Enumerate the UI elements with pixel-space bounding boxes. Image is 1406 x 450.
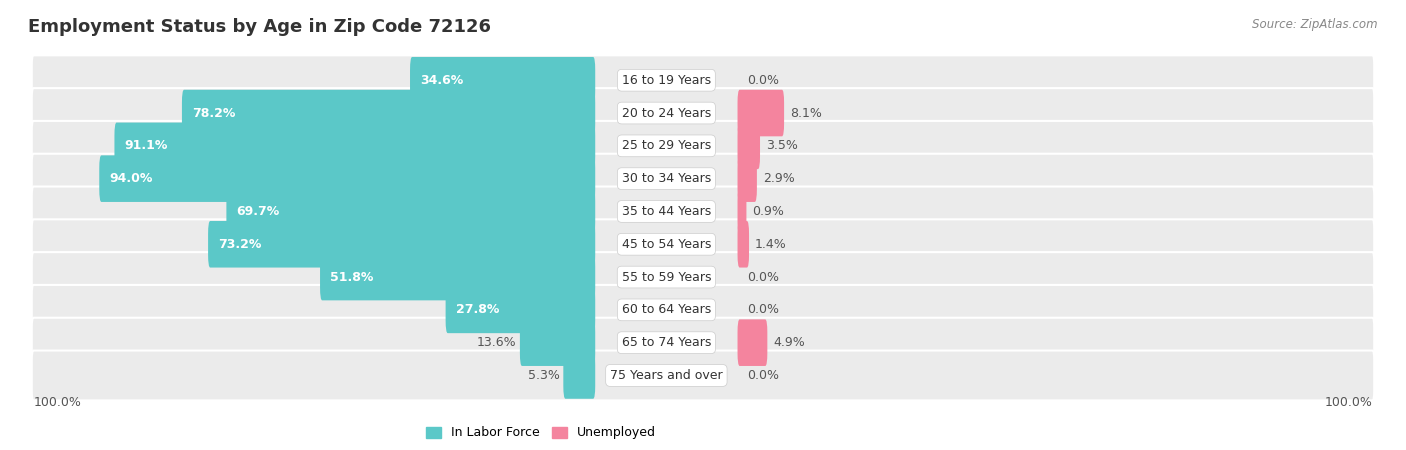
Text: Employment Status by Age in Zip Code 72126: Employment Status by Age in Zip Code 721…: [28, 18, 491, 36]
FancyBboxPatch shape: [738, 155, 756, 202]
Text: 16 to 19 Years: 16 to 19 Years: [621, 74, 711, 87]
FancyBboxPatch shape: [100, 155, 595, 202]
FancyBboxPatch shape: [738, 320, 768, 366]
Text: 55 to 59 Years: 55 to 59 Years: [621, 270, 711, 284]
FancyBboxPatch shape: [411, 57, 595, 104]
FancyBboxPatch shape: [738, 221, 749, 268]
Text: 0.0%: 0.0%: [748, 74, 779, 87]
FancyBboxPatch shape: [32, 154, 1374, 203]
Text: 0.0%: 0.0%: [748, 270, 779, 284]
Text: 35 to 44 Years: 35 to 44 Years: [621, 205, 711, 218]
Text: 75 Years and over: 75 Years and over: [610, 369, 723, 382]
Text: 1.4%: 1.4%: [755, 238, 786, 251]
FancyBboxPatch shape: [321, 254, 595, 300]
Text: 45 to 54 Years: 45 to 54 Years: [621, 238, 711, 251]
FancyBboxPatch shape: [32, 55, 1374, 105]
FancyBboxPatch shape: [181, 90, 595, 136]
Text: 34.6%: 34.6%: [420, 74, 463, 87]
Text: 30 to 34 Years: 30 to 34 Years: [621, 172, 711, 185]
FancyBboxPatch shape: [738, 122, 761, 169]
Text: 5.3%: 5.3%: [529, 369, 560, 382]
Text: 0.9%: 0.9%: [752, 205, 785, 218]
FancyBboxPatch shape: [738, 188, 747, 235]
FancyBboxPatch shape: [32, 252, 1374, 302]
Text: 20 to 24 Years: 20 to 24 Years: [621, 107, 711, 120]
FancyBboxPatch shape: [32, 285, 1374, 335]
FancyBboxPatch shape: [520, 320, 595, 366]
Text: 78.2%: 78.2%: [191, 107, 235, 120]
Text: 100.0%: 100.0%: [34, 396, 82, 409]
Legend: In Labor Force, Unemployed: In Labor Force, Unemployed: [420, 421, 661, 445]
FancyBboxPatch shape: [208, 221, 595, 268]
FancyBboxPatch shape: [32, 219, 1374, 269]
FancyBboxPatch shape: [32, 88, 1374, 138]
Text: 0.0%: 0.0%: [748, 369, 779, 382]
Text: 3.5%: 3.5%: [766, 140, 797, 153]
Text: 65 to 74 Years: 65 to 74 Years: [621, 336, 711, 349]
FancyBboxPatch shape: [32, 187, 1374, 236]
Text: 94.0%: 94.0%: [110, 172, 153, 185]
FancyBboxPatch shape: [32, 351, 1374, 400]
Text: 13.6%: 13.6%: [477, 336, 517, 349]
Text: 100.0%: 100.0%: [1324, 396, 1372, 409]
Text: Source: ZipAtlas.com: Source: ZipAtlas.com: [1253, 18, 1378, 31]
Text: 60 to 64 Years: 60 to 64 Years: [621, 303, 711, 316]
FancyBboxPatch shape: [226, 188, 595, 235]
Text: 73.2%: 73.2%: [218, 238, 262, 251]
Text: 0.0%: 0.0%: [748, 303, 779, 316]
FancyBboxPatch shape: [446, 287, 595, 333]
FancyBboxPatch shape: [738, 90, 785, 136]
Text: 27.8%: 27.8%: [456, 303, 499, 316]
FancyBboxPatch shape: [114, 122, 595, 169]
FancyBboxPatch shape: [564, 352, 595, 399]
Text: 25 to 29 Years: 25 to 29 Years: [621, 140, 711, 153]
Text: 4.9%: 4.9%: [773, 336, 804, 349]
Text: 2.9%: 2.9%: [762, 172, 794, 185]
Text: 91.1%: 91.1%: [124, 140, 167, 153]
Text: 8.1%: 8.1%: [790, 107, 821, 120]
Text: 69.7%: 69.7%: [236, 205, 280, 218]
FancyBboxPatch shape: [32, 121, 1374, 171]
FancyBboxPatch shape: [32, 318, 1374, 368]
Text: 51.8%: 51.8%: [330, 270, 374, 284]
